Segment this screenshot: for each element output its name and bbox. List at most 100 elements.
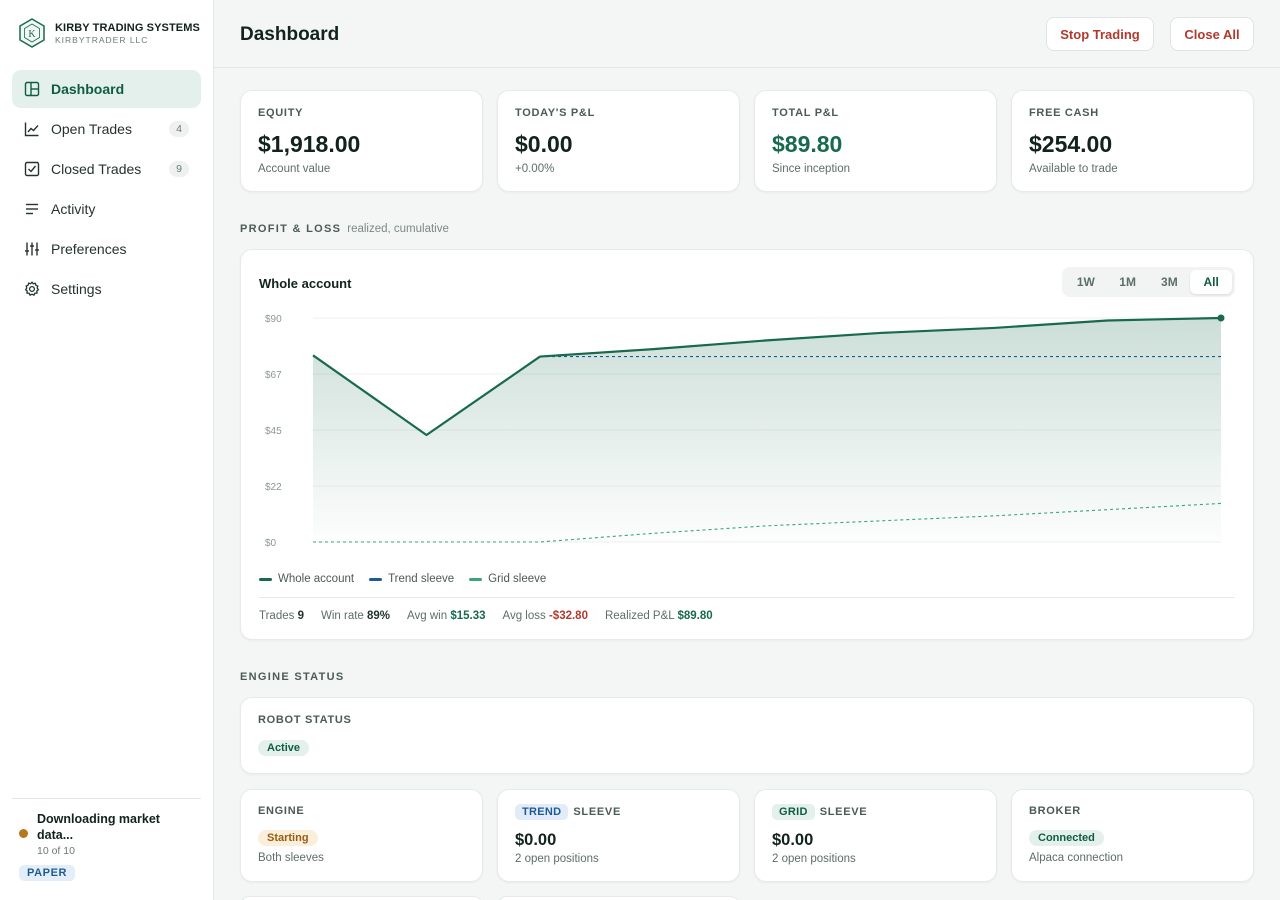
- range-1m-button[interactable]: 1M: [1119, 275, 1136, 289]
- total-pnl-card: TOTAL P&L $89.80 Since inception: [754, 90, 997, 192]
- sleeve-label: SLEEVE: [819, 806, 868, 818]
- pnl-chart-card: Whole account 1W 1M 3M All $0 $22 $45 $67 $9…: [240, 249, 1254, 640]
- stop-trading-button[interactable]: Stop Trading: [1046, 17, 1154, 51]
- y-tick-label: $67: [265, 370, 282, 381]
- legend-item-grid: Grid sleeve: [469, 573, 546, 585]
- dashboard-icon: [24, 81, 40, 97]
- sidebar-item-closed-trades[interactable]: Closed Trades 9: [12, 150, 201, 188]
- grid-sleeve-line: [313, 502, 1222, 543]
- robot-status-pill: Active: [258, 740, 310, 756]
- checkbox-icon: [24, 161, 40, 177]
- trend-sleeve-value: $0.00: [515, 831, 557, 849]
- trend-sleeve-card: TREND SLEEVE $0.00 2 open positions: [497, 789, 740, 882]
- stat-realized-pnl: Realized P&L $89.80: [604, 610, 713, 622]
- pnl-section-label: PROFIT & LOSS realized, cumulative: [240, 223, 449, 235]
- top-bar: Dashboard Stop Trading Close All: [214, 0, 1280, 68]
- grid-tag: GRID: [772, 804, 815, 820]
- sidebar-item-activity[interactable]: Activity: [12, 190, 201, 228]
- sidebar-item-label: Activity: [51, 201, 96, 217]
- stat-trades: Trades 9: [259, 610, 304, 622]
- sleeve-label: SLEEVE: [573, 806, 621, 818]
- legend-label: Whole account: [278, 573, 355, 585]
- robot-status-label: ROBOT STATUS: [258, 714, 352, 726]
- next-row-card: [240, 896, 483, 900]
- engine-status-pill: Starting: [258, 830, 318, 846]
- legend-item-whole: Whole account: [259, 573, 354, 585]
- trend-tag: TREND: [515, 804, 569, 820]
- whole-account-endpoint: [1217, 314, 1225, 322]
- kpi-label: FREE CASH: [1029, 107, 1099, 119]
- robot-status-card: ROBOT STATUS Active: [240, 697, 1254, 774]
- close-all-button[interactable]: Close All: [1170, 17, 1254, 51]
- kpi-label: TOTAL P&L: [772, 107, 839, 119]
- brand[interactable]: K KIRBY TRADING SYSTEMS KIRBYTRADER LLC: [18, 18, 200, 48]
- sidebar-item-preferences[interactable]: Preferences: [12, 230, 201, 268]
- download-status-title: Downloading market data...: [37, 812, 160, 842]
- sliders-icon: [24, 241, 40, 257]
- chart-stats: Trades 9 Win rate 89% Avg win $15.33 Avg…: [259, 610, 730, 622]
- stat-avg-win: Avg win $15.33: [407, 610, 486, 622]
- sidebar: K KIRBY TRADING SYSTEMS KIRBYTRADER LLC …: [0, 0, 214, 900]
- engine-section-label: ENGINE STATUS: [240, 671, 345, 683]
- gear-icon: [24, 281, 40, 297]
- kpi-label: TODAY'S P&L: [515, 107, 596, 119]
- sidebar-item-open-trades[interactable]: Open Trades 4: [12, 110, 201, 148]
- kpi-value: $0.00: [515, 131, 573, 157]
- sidebar-item-label: Settings: [51, 281, 102, 297]
- y-tick-label: $22: [265, 482, 282, 493]
- range-all-button[interactable]: All: [1190, 270, 1232, 294]
- brand-subtitle: KIRBYTRADER LLC: [55, 34, 149, 45]
- kpi-value: $254.00: [1029, 131, 1113, 157]
- stat-avg-loss: Avg loss -$32.80: [502, 610, 588, 622]
- chart-line-icon: [24, 121, 40, 137]
- sidebar-item-label: Preferences: [51, 241, 127, 257]
- broker-status-pill: Connected: [1029, 830, 1104, 846]
- broker-card: BROKER Connected Alpaca connection: [1011, 789, 1254, 882]
- sidebar-nav: Dashboard Open Trades 4 Closed Trades 9 …: [12, 70, 201, 310]
- legend-label: Trend sleeve: [388, 573, 455, 585]
- closed-trades-count-badge: 9: [169, 161, 189, 177]
- range-1w-button[interactable]: 1W: [1076, 275, 1095, 289]
- pnl-chart: $0 $22 $45 $67 $90: [265, 314, 1225, 549]
- download-status: Downloading market data... 10 of 10: [12, 811, 201, 857]
- engine-label: ENGINE: [258, 805, 305, 817]
- grid-sleeve-card: GRID SLEEVE $0.00 2 open positions: [754, 789, 997, 882]
- download-status-progress: 10 of 10: [37, 845, 75, 857]
- sidebar-item-dashboard[interactable]: Dashboard: [12, 70, 201, 108]
- kpi-sub: Account value: [258, 163, 331, 175]
- page-title: Dashboard: [240, 24, 340, 45]
- sidebar-item-label: Dashboard: [51, 81, 125, 97]
- range-selector: 1W 1M 3M All: [1062, 267, 1235, 297]
- stat-win-rate: Win rate 89%: [320, 610, 391, 622]
- kpi-sub: +0.00%: [515, 163, 555, 175]
- whole-account-line: [312, 316, 1222, 437]
- y-tick-label: $0: [265, 538, 277, 549]
- todays-pnl-card: TODAY'S P&L $0.00 +0.00%: [497, 90, 740, 192]
- chart-title: Whole account: [259, 276, 352, 291]
- y-tick-label: $45: [265, 426, 282, 437]
- legend-swatch: [369, 577, 383, 581]
- list-icon: [24, 201, 40, 217]
- engine-card: ENGINE Starting Both sleeves: [240, 789, 483, 882]
- sidebar-item-label: Closed Trades: [51, 161, 142, 177]
- brand-name: KIRBY TRADING SYSTEMS: [55, 21, 200, 34]
- sidebar-item-settings[interactable]: Settings: [12, 270, 201, 308]
- sidebar-item-label: Open Trades: [51, 121, 132, 137]
- svg-text:K: K: [28, 29, 36, 40]
- trend-sleeve-sub: 2 open positions: [515, 853, 599, 865]
- brand-logo-icon: K: [19, 18, 45, 48]
- kpi-sub: Since inception: [772, 163, 850, 175]
- range-3m-button[interactable]: 3M: [1161, 275, 1178, 289]
- equity-card: EQUITY $1,918.00 Account value: [240, 90, 483, 192]
- grid-sleeve-sub: 2 open positions: [772, 853, 856, 865]
- kpi-value: $89.80: [772, 131, 843, 157]
- pnl-section-title: PROFIT & LOSS: [240, 223, 342, 235]
- legend-item-trend: Trend sleeve: [369, 573, 454, 585]
- kpi-value: $1,918.00: [258, 131, 361, 157]
- broker-sub: Alpaca connection: [1029, 852, 1123, 864]
- whole-account-area: [313, 318, 1221, 542]
- y-tick-label: $90: [265, 314, 282, 325]
- engine-sub: Both sleeves: [258, 852, 324, 864]
- legend-label: Grid sleeve: [488, 573, 547, 585]
- chart-divider: [259, 597, 1235, 598]
